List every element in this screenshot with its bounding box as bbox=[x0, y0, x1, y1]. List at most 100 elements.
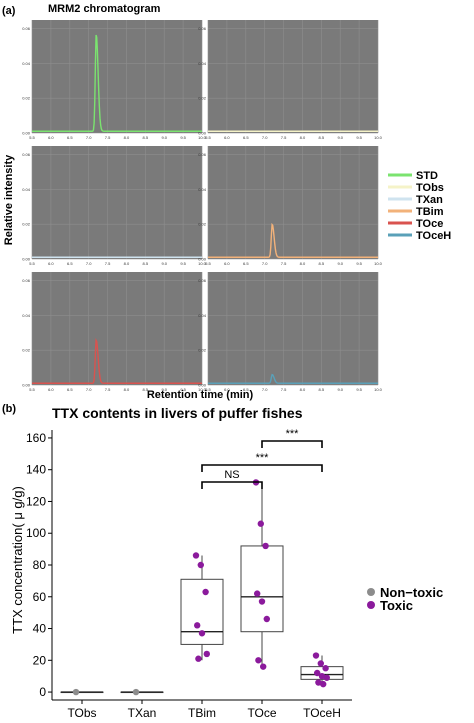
box-TBim bbox=[180, 552, 224, 662]
x-tick-label: 7.5 bbox=[281, 387, 287, 392]
y-tick-label: 0.04 bbox=[198, 187, 207, 192]
trace-TBim bbox=[208, 222, 378, 258]
data-point bbox=[322, 665, 329, 672]
x-tick-label: 8.0 bbox=[300, 387, 306, 392]
x-tick-label: 8.0 bbox=[300, 261, 306, 266]
significance-TBim-TOce: NS bbox=[201, 469, 263, 489]
x-tick-label: 5.5 bbox=[29, 135, 35, 140]
y-tick-label: 0.00 bbox=[22, 257, 31, 262]
x-tick-label: 9.5 bbox=[180, 135, 186, 140]
x-tick-label: 8.0 bbox=[124, 261, 130, 266]
y-tick-label: 0.02 bbox=[22, 348, 31, 353]
y-tick-label: 0.02 bbox=[22, 96, 31, 101]
data-point bbox=[258, 598, 266, 605]
data-point bbox=[323, 674, 330, 681]
y-tick-label: 160 bbox=[26, 431, 46, 445]
plot-background bbox=[32, 272, 202, 385]
y-tick-label: 60 bbox=[33, 590, 47, 604]
x-tick-label: 7.5 bbox=[281, 135, 287, 140]
chromatogram-panel-TOce: 5.5 6.0 6.5 7.0 7.5 8.0 8.5 9.0 9.5 10.00.000.020… bbox=[22, 272, 207, 392]
x-tick-label: 9.0 bbox=[161, 387, 167, 392]
y-tick-label: 0.02 bbox=[22, 222, 31, 227]
y-tick-label: 40 bbox=[33, 622, 47, 636]
chromatogram-panel-TObs: 5.5 6.0 6.5 7.0 7.5 8.0 8.5 9.0 9.5 10.00.000.020… bbox=[198, 20, 383, 140]
data-point bbox=[254, 590, 261, 597]
data-point bbox=[197, 561, 204, 569]
plot-background bbox=[208, 272, 378, 385]
x-tick-label: 5.5 bbox=[29, 261, 35, 266]
legend-label-TOceH: TOceH bbox=[416, 230, 451, 242]
x-tick-label: 7.0 bbox=[262, 135, 268, 140]
x-tick-label: 8.5 bbox=[319, 261, 325, 266]
data-point bbox=[195, 655, 202, 662]
x-tick-label: 6.5 bbox=[67, 387, 73, 392]
y-tick-label: 0.00 bbox=[198, 257, 207, 262]
x-tick-label: TOceH bbox=[303, 706, 341, 720]
data-point bbox=[312, 652, 320, 659]
x-tick-label: 6.5 bbox=[67, 261, 73, 266]
chromatogram-panel-TXan: 5.5 6.0 6.5 7.0 7.5 8.0 8.5 9.0 9.5 10.00.000.020… bbox=[22, 146, 207, 266]
x-tick-label: 7.0 bbox=[86, 261, 92, 266]
x-tick-label: 8.0 bbox=[124, 387, 130, 392]
x-tick-label: 10.0 bbox=[198, 261, 207, 266]
y-tick-label: 0.06 bbox=[22, 152, 31, 157]
plot-background bbox=[208, 20, 378, 133]
x-tick-label: 6.0 bbox=[224, 387, 230, 392]
x-tick-label: 7.5 bbox=[281, 261, 287, 266]
panel-a-ylabel: Relative intensity bbox=[3, 154, 15, 245]
data-point bbox=[194, 622, 201, 629]
x-tick-label: 9.5 bbox=[180, 261, 186, 266]
x-tick-label: 8.0 bbox=[300, 135, 306, 140]
significance-TBim-TOceH: *** bbox=[201, 452, 323, 472]
y-tick-label: 80 bbox=[33, 558, 47, 572]
x-tick-label: 6.0 bbox=[224, 135, 230, 140]
legend-marker-Toxic bbox=[367, 601, 375, 609]
y-tick-label: 0.06 bbox=[198, 278, 207, 283]
bracket bbox=[201, 464, 323, 472]
significance-label: *** bbox=[286, 428, 300, 440]
box-TXan bbox=[120, 688, 164, 696]
significance-TOce-TOceH: *** bbox=[261, 428, 323, 448]
x-tick-label: 6.5 bbox=[67, 135, 73, 140]
panel-b-title: TTX contents in livers of puffer fishes bbox=[52, 405, 303, 421]
x-tick-label: 8.5 bbox=[143, 261, 149, 266]
y-tick-label: 0.04 bbox=[22, 313, 31, 318]
x-tick-label: 9.5 bbox=[356, 135, 362, 140]
x-tick-label: 5.5 bbox=[205, 135, 211, 140]
trace-TOceH bbox=[208, 373, 378, 384]
x-tick-label: 9.0 bbox=[161, 135, 167, 140]
significance-label: *** bbox=[256, 452, 270, 464]
x-tick-label: 5.5 bbox=[205, 261, 211, 266]
x-tick-label: 6.0 bbox=[48, 261, 54, 266]
x-tick-label: 9.5 bbox=[356, 387, 362, 392]
box-TObs bbox=[60, 688, 104, 696]
y-tick-label: 0.06 bbox=[198, 26, 207, 31]
data-point bbox=[192, 552, 200, 559]
legend-label-TBim: TBim bbox=[416, 206, 444, 218]
bracket bbox=[201, 481, 263, 489]
x-tick-label: 8.5 bbox=[319, 387, 325, 392]
x-tick-label: 5.5 bbox=[205, 387, 211, 392]
chromatogram-panel-TBim: 5.5 6.0 6.5 7.0 7.5 8.0 8.5 9.0 9.5 10.00.000.020… bbox=[198, 146, 383, 266]
y-tick-label: 100 bbox=[26, 526, 46, 540]
data-point bbox=[198, 630, 206, 637]
x-tick-label: 7.5 bbox=[105, 135, 111, 140]
x-tick-label: 7.5 bbox=[105, 261, 111, 266]
y-tick-label: 0.04 bbox=[198, 313, 207, 318]
data-point bbox=[314, 669, 321, 677]
x-tick-label: 7.0 bbox=[86, 135, 92, 140]
y-tick-label: 20 bbox=[33, 653, 47, 667]
y-tick-label: 0.02 bbox=[198, 348, 207, 353]
y-tick-label: 140 bbox=[26, 463, 46, 477]
panel-a-xlabel: Retention time (min) bbox=[147, 389, 254, 401]
x-tick-label: 9.0 bbox=[337, 135, 343, 140]
boxplot: 0 20 40 60 80 100 120 140 160 TObs TXan TBim TOce TOc… bbox=[26, 428, 352, 720]
bracket bbox=[261, 440, 323, 448]
x-tick-label: 10.0 bbox=[198, 387, 207, 392]
data-point bbox=[318, 672, 326, 680]
x-tick-label: 6.5 bbox=[243, 135, 249, 140]
y-tick-label: 0.00 bbox=[198, 383, 207, 388]
legend-label-TXan: TXan bbox=[416, 194, 443, 206]
y-tick-label: 0 bbox=[39, 685, 46, 699]
